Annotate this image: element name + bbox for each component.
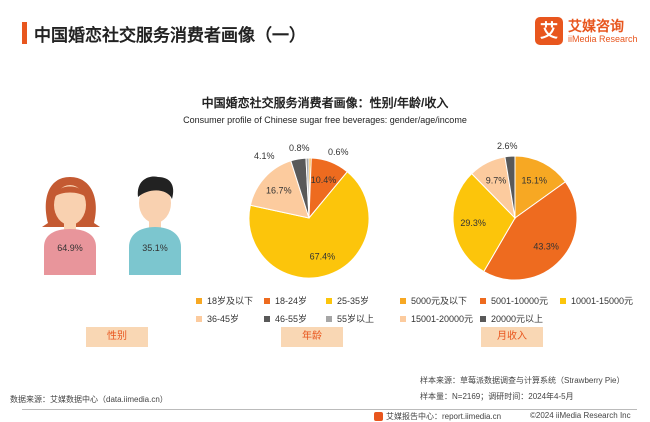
legend-item: 25-35岁: [326, 294, 388, 307]
slice-label: 67.4%: [310, 252, 336, 262]
pie-slice: [249, 160, 310, 219]
female-figure-icon: [42, 177, 100, 275]
income-pie-chart: 15.1% 43.3% 29.3% 9.7%: [452, 155, 578, 280]
slice-label: 10.4%: [311, 175, 337, 185]
copyright: ©2024 iiMedia Research Inc: [530, 411, 631, 420]
pie-slice: [305, 157, 310, 219]
chart-subtitle: Consumer profile of Chinese sugar free b…: [183, 115, 467, 125]
legend-item: 15001-20000元: [400, 312, 480, 325]
pie-slice: [504, 155, 516, 219]
gender-figures: 64.9% 35.1%: [42, 176, 181, 275]
pie-slice: [452, 172, 516, 273]
male-share-label: 35.1%: [142, 243, 168, 253]
legend-item: 10001-15000元: [560, 294, 640, 307]
page-title: 中国婚恋社交服务消费者画像（一）: [34, 26, 306, 45]
legend-item: 20000元以上: [480, 312, 560, 325]
footer-divider: [22, 409, 637, 410]
title-accent-bar: [22, 22, 27, 44]
age-label-18under: 0.6%: [328, 147, 349, 157]
age-label-46-55: 4.1%: [254, 151, 275, 161]
report-logo-icon: [374, 412, 383, 421]
slice-label: 16.7%: [266, 186, 292, 196]
pie-slice: [483, 181, 578, 280]
age-pie-chart: 10.4% 67.4% 16.7%: [248, 157, 370, 279]
slice-label: 9.7%: [486, 175, 507, 185]
logo-icon: 艾: [535, 17, 563, 45]
age-legend: 18岁及以下 18-24岁 25-35岁 36-45岁 46-55岁 55岁以上: [196, 294, 391, 325]
logo-name-cn: 艾媒咨询: [568, 18, 624, 34]
legend-item: 55岁以上: [326, 312, 388, 325]
category-label-gender: 性别: [86, 327, 148, 347]
sample-source: 样本来源：草莓派数据调查与计算系统（Strawberry Pie）: [420, 376, 625, 385]
age-label-55plus: 0.8%: [289, 143, 310, 153]
sample-size: 样本量：N=2169；调研时间：2024年4-5月: [420, 392, 574, 401]
income-label-20000plus: 2.6%: [497, 141, 518, 151]
legend-item: 5001-10000元: [480, 294, 560, 307]
report-center: 艾媒报告中心：report.iimedia.cn: [374, 411, 501, 422]
pie-slice: [248, 171, 370, 279]
income-legend: 5000元及以下 5001-10000元 10001-15000元 15001-…: [400, 294, 640, 325]
male-figure-icon: [129, 176, 181, 275]
data-source: 数据来源：艾媒数据中心（data.iimedia.cn）: [10, 395, 168, 404]
category-label-age: 年龄: [281, 327, 343, 347]
legend-item: 36-45岁: [196, 312, 264, 325]
slice-label: 15.1%: [521, 175, 547, 185]
chart-title: 中国婚恋社交服务消费者画像：性别/年龄/收入: [201, 96, 449, 110]
slice-label: 29.3%: [460, 218, 486, 228]
legend-item: 18-24岁: [264, 294, 326, 307]
legend-item: 18岁及以下: [196, 294, 264, 307]
logo-name-en: iiMedia Research: [568, 34, 638, 44]
female-share-label: 64.9%: [57, 243, 83, 253]
slice-label: 43.3%: [533, 241, 559, 251]
pie-slice: [514, 155, 567, 219]
legend-item: 5000元及以下: [400, 294, 480, 307]
legend-item: 46-55岁: [264, 312, 326, 325]
category-label-income: 月收入: [481, 327, 543, 347]
